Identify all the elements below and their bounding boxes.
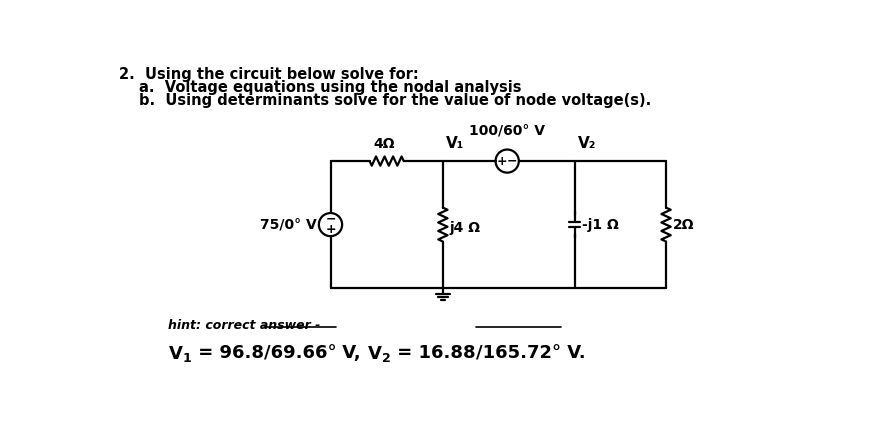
Text: −: −: [325, 213, 336, 226]
Text: /69.66°: /69.66°: [264, 345, 337, 362]
Text: V,: V,: [337, 345, 367, 362]
Text: /165.72°: /165.72°: [475, 345, 560, 362]
Text: = 96.8: = 96.8: [192, 345, 264, 362]
Text: +: +: [497, 155, 508, 167]
Text: 75/0° V: 75/0° V: [260, 218, 317, 232]
Text: j4 Ω: j4 Ω: [450, 221, 481, 235]
Text: +: +: [325, 223, 336, 236]
Text: hint: correct answer -: hint: correct answer -: [168, 319, 320, 332]
Text: V₂: V₂: [578, 136, 596, 151]
Text: b.  Using determinants solve for the value of node voltage(s).: b. Using determinants solve for the valu…: [139, 93, 652, 108]
Text: 100/60° V: 100/60° V: [469, 124, 545, 138]
Text: -j1 Ω: -j1 Ω: [582, 218, 619, 232]
Text: −: −: [507, 155, 517, 167]
Text: 2.  Using the circuit below solve for:: 2. Using the circuit below solve for:: [119, 67, 418, 82]
Text: = 16.88: = 16.88: [391, 345, 475, 362]
Text: V₁: V₁: [446, 136, 464, 151]
Text: 2Ω: 2Ω: [673, 218, 695, 232]
Text: 4Ω: 4Ω: [374, 137, 396, 151]
Text: $\mathbf{V_1}$: $\mathbf{V_1}$: [168, 345, 192, 365]
Text: $\mathbf{V_2}$: $\mathbf{V_2}$: [367, 345, 391, 365]
Text: V.: V.: [560, 345, 586, 362]
Text: a.  Voltage equations using the nodal analysis: a. Voltage equations using the nodal ana…: [139, 80, 522, 95]
